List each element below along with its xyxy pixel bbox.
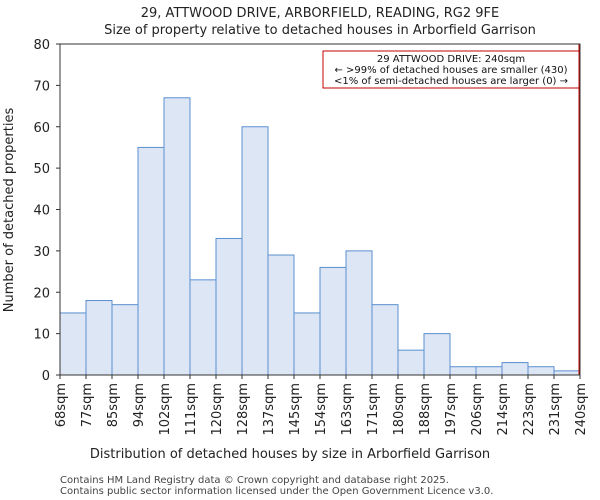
x-tick-label: 197sqm [444,383,459,436]
bar-171sqm [371,304,399,376]
bar-111sqm [189,279,217,376]
x-axis-label: Distribution of detached houses by size … [90,447,490,462]
x-tick-label: 171sqm [366,383,381,436]
bar-223sqm [527,366,555,376]
y-tick-label: 70 [33,79,50,94]
annotation-line-3: <1% of semi-detached houses are larger (… [334,76,568,87]
y-tick-label: 60 [33,121,50,136]
x-tick-label: 223sqm [522,383,537,436]
bar-206sqm [475,366,503,376]
x-tick-label: 180sqm [392,383,407,436]
bar-214sqm [501,362,529,376]
bar-94sqm [137,146,165,376]
bar-145sqm [293,312,321,376]
x-tick-label: 240sqm [574,383,589,436]
bar-197sqm [449,366,477,376]
y-tick-label: 50 [33,162,50,177]
y-tick-label: 40 [33,204,50,219]
x-tick-label: 163sqm [340,383,355,436]
bar-102sqm [163,97,191,376]
bar-137sqm [267,254,295,376]
annotation-line-2: ← >99% of detached houses are smaller (4… [334,65,567,76]
annotation-box: 29 ATTWOOD DRIVE: 240sqm ← >99% of detac… [322,50,580,89]
chart-title: 29, ATTWOOD DRIVE, ARBORFIELD, READING, … [141,6,500,21]
bar-128sqm [241,126,269,376]
y-tick-label: 30 [33,245,50,260]
annotation-line-1: 29 ATTWOOD DRIVE: 240sqm [377,54,525,65]
bar-188sqm [423,333,451,376]
y-tick-label: 20 [33,286,50,301]
chart-subtitle: Size of property relative to detached ho… [104,23,536,38]
x-tick-label: 68sqm [54,383,69,427]
bar-163sqm [345,250,373,376]
bar-180sqm [397,349,425,376]
x-tick-label: 145sqm [288,383,303,436]
x-tick-label: 77sqm [80,383,95,427]
y-tick-label: 0 [42,369,50,384]
x-tick-label: 206sqm [470,383,485,436]
y-tick-label: 10 [33,328,50,343]
x-tick-label: 128sqm [236,383,251,436]
bar-120sqm [215,237,243,376]
x-tick-label: 85sqm [106,383,121,427]
x-tick-label: 111sqm [184,383,199,436]
footer-line-1: Contains HM Land Registry data © Crown c… [60,475,449,486]
bar-77sqm [85,300,113,376]
x-tick-label: 231sqm [548,383,563,436]
bar-68sqm [59,312,87,376]
footer-line-2: Contains public sector information licen… [60,486,493,497]
x-tick-label: 94sqm [132,383,147,427]
bar-85sqm [111,304,139,376]
x-tick-label: 120sqm [210,383,225,436]
x-tick-label: 137sqm [262,383,277,436]
x-tick-label: 188sqm [418,383,433,436]
x-tick-label: 214sqm [496,383,511,436]
y-axis-label: Number of detached properties [2,108,17,313]
bar-154sqm [319,266,347,376]
y-tick-label: 80 [33,38,50,53]
x-tick-label: 154sqm [314,383,329,436]
bar-231sqm [553,370,581,376]
plot-area [59,43,581,376]
x-tick-label: 102sqm [158,383,173,436]
